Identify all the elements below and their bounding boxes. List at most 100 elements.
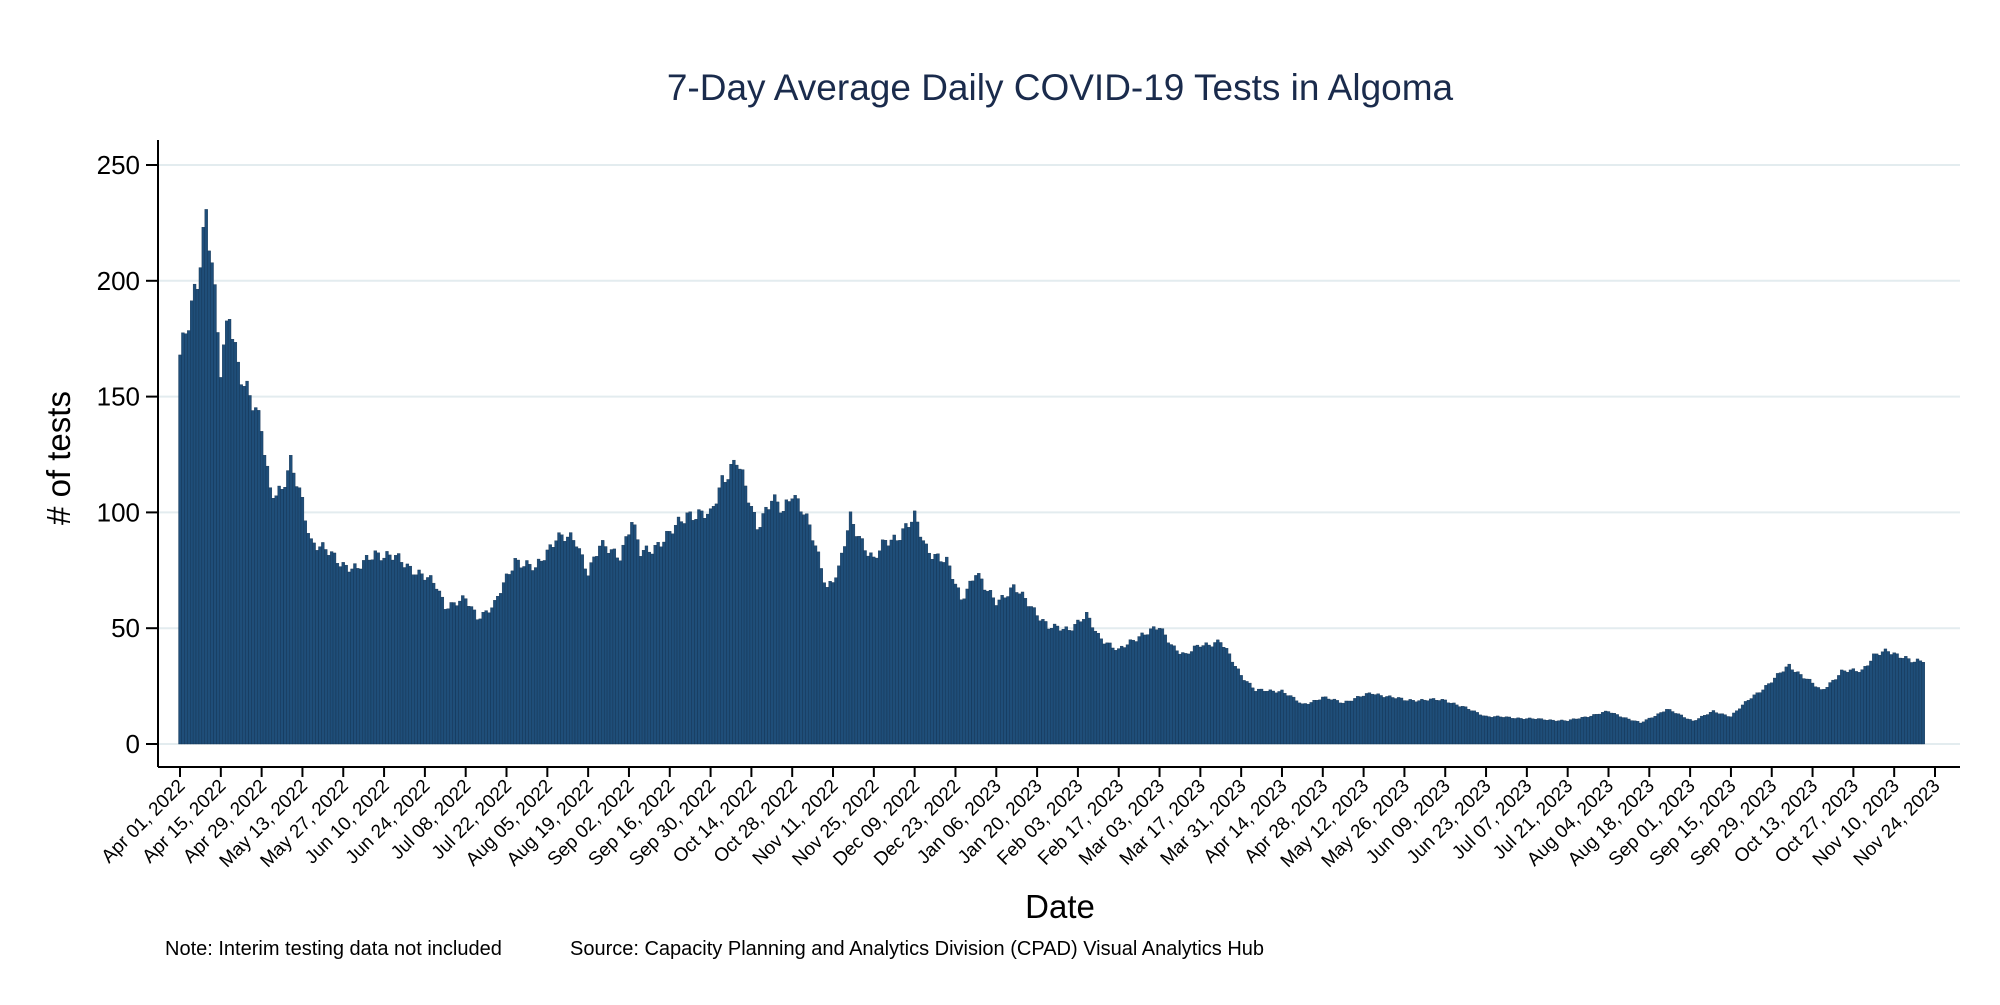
- bar: [1376, 693, 1380, 745]
- bar: [1714, 712, 1718, 745]
- bar: [1866, 665, 1870, 745]
- bar: [784, 499, 789, 745]
- bar: [569, 532, 573, 745]
- bar: [1399, 697, 1404, 745]
- bar: [691, 520, 695, 745]
- bar: [1513, 718, 1517, 745]
- bar: [1720, 713, 1724, 745]
- bar: [1805, 678, 1809, 745]
- bar: [767, 509, 771, 745]
- bars: [178, 209, 1925, 745]
- bar: [633, 524, 637, 745]
- bar: [1510, 718, 1514, 745]
- bar: [248, 395, 252, 745]
- bar: [184, 333, 188, 745]
- bar: [1222, 647, 1226, 745]
- bar: [799, 511, 803, 745]
- bar: [653, 545, 657, 745]
- bar: [1131, 639, 1135, 745]
- bar: [875, 557, 879, 745]
- bar: [1889, 654, 1893, 745]
- bar: [997, 599, 1001, 745]
- bar: [414, 574, 418, 745]
- bar: [1475, 712, 1479, 745]
- bar: [1201, 645, 1205, 745]
- bar: [808, 524, 812, 745]
- bar: [1125, 644, 1130, 745]
- bar: [860, 538, 864, 745]
- bar: [755, 529, 759, 745]
- bar: [338, 566, 342, 745]
- bar: [341, 562, 345, 745]
- bar: [1580, 717, 1584, 745]
- bar: [1726, 716, 1730, 745]
- bar: [662, 541, 666, 745]
- bar: [1755, 692, 1759, 745]
- bar: [711, 506, 716, 745]
- bar: [1883, 648, 1888, 745]
- bar: [1688, 719, 1692, 745]
- bar: [207, 250, 211, 745]
- bar: [192, 283, 197, 745]
- bar: [1026, 606, 1030, 745]
- bar: [1659, 712, 1663, 745]
- bar: [1181, 652, 1185, 745]
- bar: [700, 510, 704, 745]
- bar: [1775, 673, 1780, 745]
- bar: [493, 600, 497, 745]
- bar: [589, 562, 593, 745]
- bar: [1531, 718, 1535, 745]
- bar: [265, 465, 270, 745]
- bar: [1315, 700, 1319, 745]
- bar: [213, 284, 217, 745]
- bar: [1668, 709, 1672, 745]
- bar: [1501, 717, 1506, 745]
- bar: [324, 549, 328, 745]
- bar: [939, 561, 943, 745]
- bar: [1630, 720, 1634, 745]
- bar: [1519, 718, 1523, 745]
- bar: [1052, 623, 1057, 745]
- bar: [1449, 702, 1453, 745]
- bar: [560, 534, 564, 745]
- bar: [694, 519, 698, 745]
- bar: [478, 618, 482, 745]
- bar: [1528, 717, 1532, 745]
- bar: [225, 320, 229, 745]
- bar: [1542, 719, 1546, 745]
- bar: [1793, 671, 1797, 745]
- bar: [1618, 716, 1622, 745]
- bar: [1388, 695, 1392, 745]
- bar: [1478, 714, 1482, 745]
- y-tick-label: 250: [97, 150, 140, 180]
- bar: [1892, 652, 1896, 745]
- bar: [1834, 679, 1838, 745]
- bar: [487, 612, 491, 745]
- bar: [1446, 702, 1450, 745]
- bar: [1717, 713, 1721, 745]
- bar: [332, 552, 337, 745]
- bar: [431, 582, 436, 745]
- y-tick-label: 50: [111, 613, 140, 643]
- bar: [1102, 643, 1106, 745]
- bar: [1840, 669, 1844, 745]
- bar: [948, 565, 952, 745]
- bar: [988, 590, 993, 745]
- bar: [1452, 702, 1456, 745]
- bar: [624, 536, 628, 745]
- bar: [962, 598, 966, 745]
- bar: [601, 540, 605, 745]
- bar: [1589, 715, 1593, 745]
- bar: [1665, 709, 1669, 745]
- bar: [178, 354, 182, 745]
- bar: [612, 548, 617, 745]
- bar: [437, 590, 442, 745]
- bar: [1230, 661, 1235, 745]
- bar: [880, 539, 885, 745]
- bar: [1915, 658, 1920, 745]
- bar: [388, 554, 392, 745]
- bar: [286, 470, 290, 745]
- bar: [1169, 644, 1173, 745]
- bar: [1548, 719, 1552, 745]
- bar: [1650, 717, 1654, 745]
